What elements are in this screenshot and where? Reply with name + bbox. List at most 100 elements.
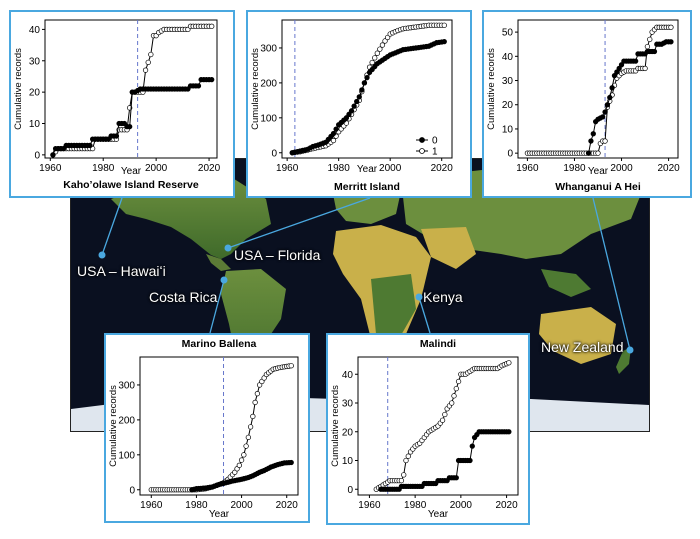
place-label-new-zealand: New Zealand (541, 339, 624, 355)
series-0-point (364, 74, 370, 81)
place-label-costa-rica: Costa Rica (149, 289, 218, 305)
new-zealand-landmass (616, 347, 631, 374)
place-label-hawaii: USA – Hawaiʻi (77, 263, 166, 279)
series-1-line (292, 24, 445, 154)
series-1-point (668, 24, 674, 30)
series-1-point (252, 399, 258, 406)
series-0-point (87, 142, 93, 149)
series-1-point (247, 424, 254, 430)
chart-title: Marino Ballena (182, 338, 257, 350)
series-0-point (359, 87, 365, 93)
series-1-point (644, 43, 651, 50)
central-america-landmass (206, 254, 231, 271)
x-tick-label: 2000 (379, 163, 402, 174)
x-tick-label: 1980 (404, 500, 427, 511)
plot-frame (357, 356, 519, 496)
series-1-point (403, 457, 409, 464)
plot-frame (139, 356, 299, 496)
x-tick-label: 1960 (358, 500, 381, 511)
y-tick-label: 200 (260, 78, 277, 89)
x-axis-label: Year (588, 166, 609, 177)
series-0-point (588, 138, 594, 144)
series-0-point (467, 457, 473, 464)
x-axis-label: Year (121, 166, 142, 177)
series-0-point (668, 39, 674, 45)
x-tick-label: 1960 (276, 163, 299, 174)
chart-title: Whanganui A Hei (555, 181, 641, 193)
series-1-point (439, 417, 446, 423)
series-0-point (351, 103, 357, 109)
series-0-point (354, 98, 360, 105)
x-tick-label: 2000 (450, 500, 473, 511)
series-1-line (151, 365, 292, 491)
series-0-point (618, 62, 625, 68)
y-tick-label: 10 (342, 456, 354, 467)
series-1-point (250, 413, 256, 420)
chart-panel-malindi: 1960 1980 2000 2020 0 10 20 30 40 Year Cumulative … (326, 333, 530, 525)
series-0-point (346, 111, 352, 117)
y-tick-label: 0 (271, 148, 277, 159)
chart-title: Malindi (420, 338, 456, 350)
y-tick-label: 0 (347, 485, 353, 496)
legend-label-0: 0 (432, 136, 438, 147)
series-0-point (600, 114, 606, 120)
series-1-point (453, 385, 459, 392)
x-tick-label: 1980 (185, 500, 208, 511)
series-0-point (604, 102, 611, 108)
chart-title: Kaho’olawe Island Reserve (63, 179, 199, 191)
series-0-point (651, 48, 658, 55)
series-0-line (588, 41, 671, 154)
x-axis-label: Year (209, 509, 230, 520)
series-1-point (449, 400, 455, 406)
series-0-point (333, 126, 339, 132)
central-africa-landmass (371, 274, 416, 344)
x-axis-label: Year (357, 164, 378, 175)
plot-frame (517, 19, 679, 159)
series-1-point (642, 65, 648, 72)
series-1-point (236, 462, 242, 468)
place-label-florida: USA – Florida (234, 247, 321, 263)
y-tick-label: 20 (502, 100, 514, 111)
y-tick-label: 30 (502, 76, 514, 87)
y-tick-label: 20 (342, 427, 354, 438)
southeast-asia-islands (541, 269, 591, 297)
x-tick-label: 2000 (145, 163, 168, 174)
x-tick-label: 2020 (276, 500, 299, 511)
plot-frame (44, 19, 218, 159)
series-1-point (209, 23, 215, 29)
chart-panel-marino: 1960 1980 2000 2020 0 100 200 300 Year Cumulative… (104, 333, 310, 523)
y-axis-label: Cumulative records (13, 48, 24, 130)
series-1-point (401, 472, 407, 478)
y-tick-label: 40 (29, 25, 41, 36)
series-0-point (330, 130, 337, 137)
x-tick-label: 2020 (198, 163, 221, 174)
series-1-point (372, 55, 378, 61)
middle-east-landmass (421, 227, 476, 269)
series-1-point (595, 150, 601, 156)
series-0-point (441, 39, 447, 45)
chart-title: Merritt Island (334, 181, 400, 193)
y-tick-label: 0 (129, 485, 135, 496)
series-1-point (647, 36, 653, 43)
y-axis-label: Cumulative records (108, 385, 119, 467)
y-tick-label: 30 (29, 56, 41, 67)
x-tick-label: 1980 (563, 163, 586, 174)
series-1-point (506, 360, 512, 366)
chart-panel-kahoolawe: 1960 1980 2000 2020 0 10 20 30 40 Year Cumulative … (9, 10, 235, 198)
series-0-point (469, 443, 475, 449)
chart-marino: 1960 1980 2000 2020 0 100 200 300 Year Cumulative… (108, 338, 299, 520)
series-1-point (241, 452, 247, 458)
series-1-point (602, 138, 608, 144)
x-tick-label: 2020 (657, 163, 680, 174)
series-0-point (361, 80, 368, 86)
series-1-point (379, 42, 386, 48)
y-axis-label: Cumulative records (330, 385, 341, 467)
series-0-point (348, 108, 355, 114)
legend-marker-0 (419, 137, 425, 143)
x-tick-label: 1960 (39, 163, 62, 174)
y-tick-label: 100 (118, 450, 135, 461)
series-1-point (369, 59, 375, 66)
series-0-line (292, 41, 445, 154)
series-1-point (442, 411, 448, 418)
